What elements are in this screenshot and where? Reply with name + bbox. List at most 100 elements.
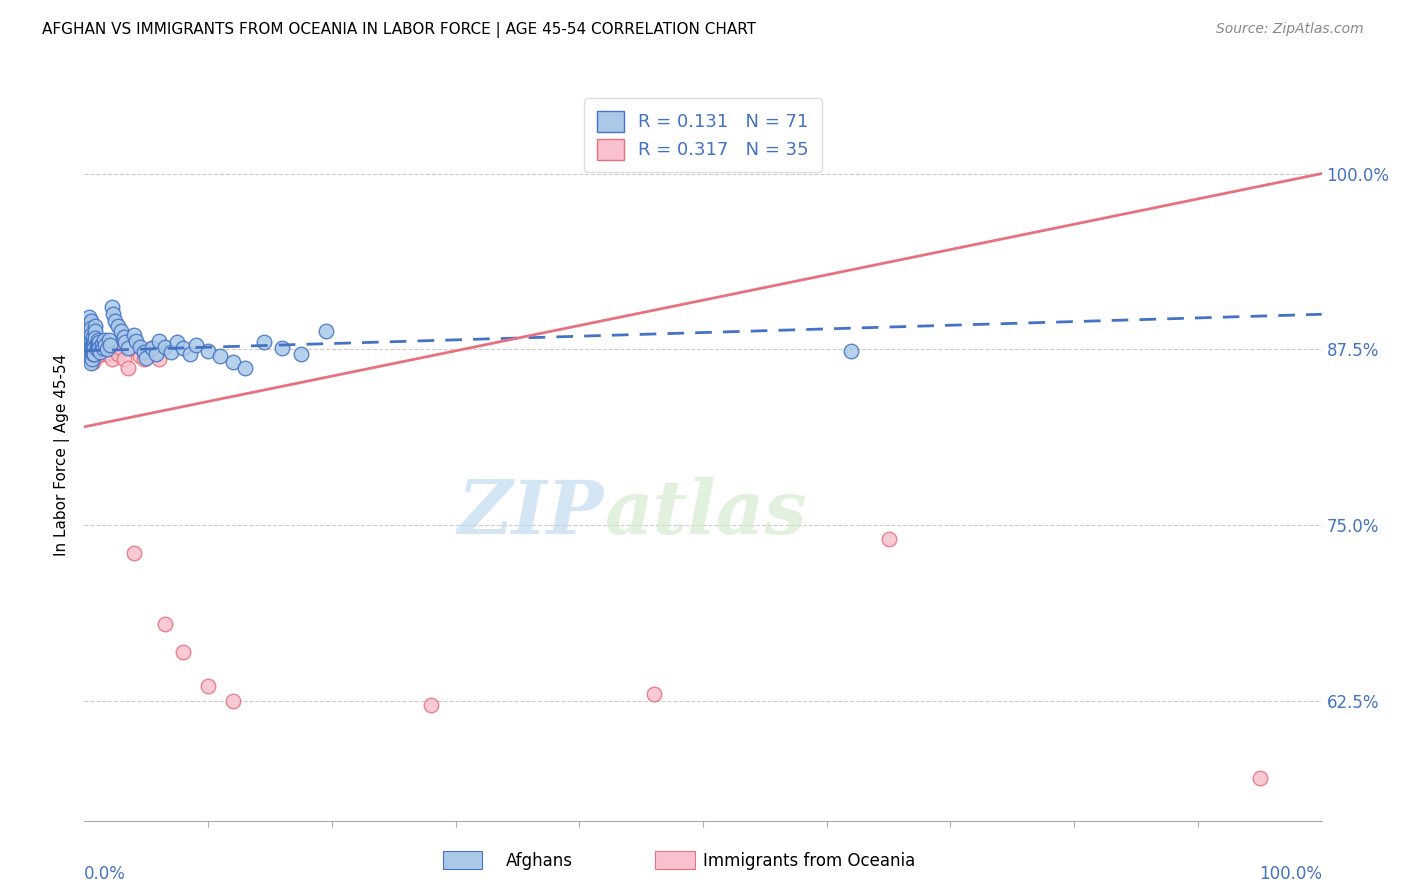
Point [253,335,276,350]
Point [94,338,117,352]
Point [877,533,900,547]
Point [120,341,142,355]
Point [107,318,129,333]
Point [117,360,139,375]
Point [841,343,863,358]
Text: Immigrants from Oceania: Immigrants from Oceania [703,852,915,870]
Point [98,333,121,347]
Point [79,317,101,331]
Point [84,324,107,338]
Point [98,338,121,352]
Point [222,694,245,708]
Point [104,341,127,355]
Point [129,350,152,364]
Point [132,352,155,367]
Point [96,346,118,360]
Point [80,352,103,367]
Point [90,346,112,360]
Point [83,335,105,350]
Point [79,335,101,350]
Point [89,345,111,359]
Text: 0.0%: 0.0% [84,864,127,882]
Point [82,336,104,351]
Text: atlas: atlas [605,477,807,549]
Point [166,335,188,350]
Point [141,341,163,355]
Text: Source: ZipAtlas.com: Source: ZipAtlas.com [1216,22,1364,37]
Point [197,679,219,693]
Point [82,346,104,360]
Point [643,687,665,701]
Point [153,616,176,631]
Point [233,360,256,375]
Point [79,350,101,364]
Legend: R = 0.131   N = 71, R = 0.317   N = 35: R = 0.131 N = 71, R = 0.317 N = 35 [585,98,821,172]
Point [79,310,101,324]
Point [1249,772,1271,786]
Point [114,335,136,350]
Point [79,357,101,371]
Point [172,645,194,659]
Point [160,345,183,359]
Point [122,328,145,343]
Point [93,333,115,347]
Point [83,341,105,355]
Point [93,341,115,355]
Point [80,345,103,359]
Point [107,346,129,360]
Text: Afghans: Afghans [506,852,574,870]
Point [315,324,337,338]
Point [86,336,108,351]
Point [84,331,107,345]
Point [87,333,110,347]
Point [89,346,111,360]
Point [89,341,111,355]
Point [84,346,107,360]
Point [98,341,121,355]
Point [96,343,118,357]
Point [222,355,245,369]
Point [89,341,111,355]
Point [79,314,101,328]
Point [141,341,163,355]
Point [79,321,101,335]
Point [90,336,112,351]
Point [148,334,170,348]
Point [112,352,135,367]
Point [79,343,101,357]
Point [87,340,110,354]
Point [100,300,122,314]
Point [79,346,101,360]
Point [79,328,101,343]
Point [77,350,100,364]
Point [135,351,157,365]
Point [290,346,312,360]
Point [82,341,104,355]
Point [83,346,105,360]
Y-axis label: In Labor Force | Age 45-54: In Labor Force | Age 45-54 [55,354,70,556]
Point [104,314,127,328]
Point [419,698,441,713]
Point [197,343,219,358]
Point [125,334,148,348]
Point [145,346,167,360]
Point [100,352,122,367]
Point [179,346,201,360]
Point [89,335,111,350]
Point [271,341,294,355]
Point [129,340,152,354]
Point [82,330,104,344]
Text: 100.0%: 100.0% [1258,864,1322,882]
Point [153,340,176,354]
Point [77,341,100,355]
Point [209,350,232,364]
Text: ZIP: ZIP [458,477,605,549]
Point [86,350,108,364]
Point [87,341,110,355]
Point [84,318,107,333]
Point [80,338,103,352]
Point [112,330,135,344]
Point [110,324,132,338]
Point [172,341,194,355]
Point [132,345,155,359]
